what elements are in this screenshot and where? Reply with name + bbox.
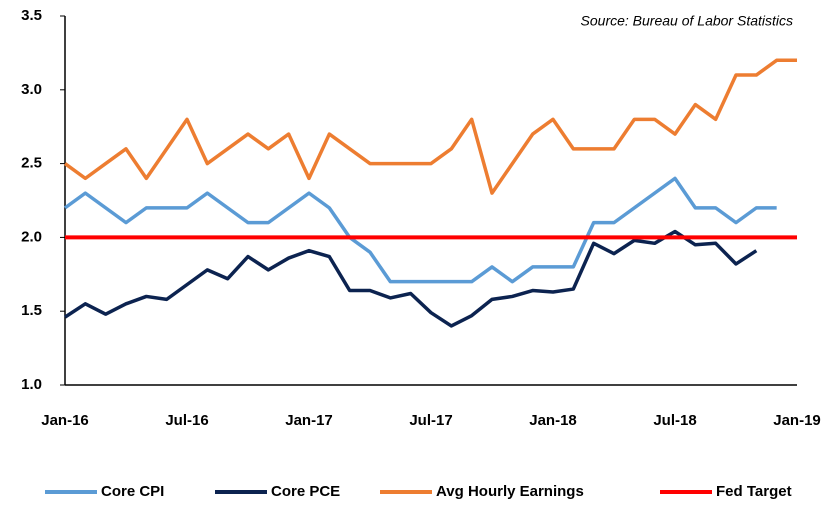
y-tick-label: 1.0 (21, 376, 42, 393)
y-tick-label: 2.0 (21, 228, 42, 245)
x-tick-label: Jul-16 (165, 412, 208, 429)
source-note: Source: Bureau of Labor Statistics (581, 13, 793, 29)
series-line (64, 229, 758, 328)
legend-label: Core PCE (271, 483, 340, 500)
legend-label: Avg Hourly Earnings (436, 483, 584, 500)
x-tick-label: Jul-17 (409, 412, 452, 429)
x-tick-label: Jan-16 (41, 412, 89, 429)
series-line (63, 176, 777, 284)
x-tick-label: Jan-18 (529, 412, 577, 429)
legend-label: Fed Target (716, 483, 792, 500)
x-tick-label: Jan-19 (773, 412, 821, 429)
y-tick-label: 3.5 (21, 7, 42, 24)
x-tick-label: Jul-18 (653, 412, 696, 429)
y-tick-label: 2.5 (21, 155, 42, 172)
legend-label: Core CPI (101, 483, 164, 500)
y-tick-label: 1.5 (21, 302, 42, 319)
series-line (63, 58, 797, 195)
x-tick-label: Jan-17 (285, 412, 333, 429)
y-tick-label: 3.0 (21, 81, 42, 98)
